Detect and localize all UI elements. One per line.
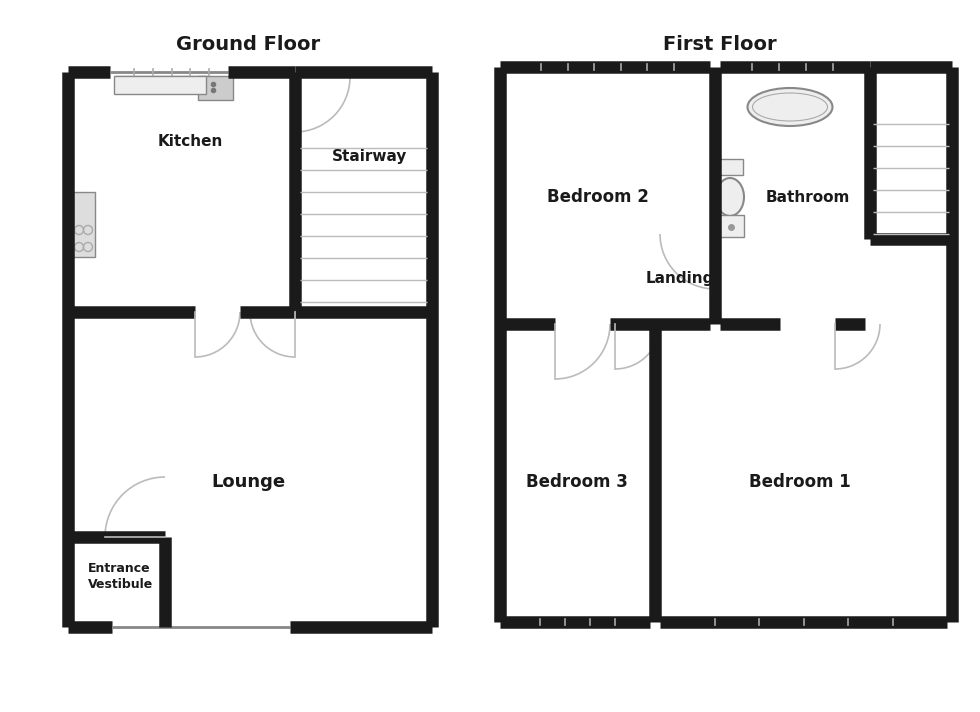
Bar	[73, 192, 95, 257]
Text: Entrance
Vestibule: Entrance Vestibule	[88, 562, 153, 592]
Text: Stairway: Stairway	[332, 150, 408, 164]
Text: Kitchen: Kitchen	[158, 135, 222, 150]
Bar	[718, 159, 743, 175]
Ellipse shape	[716, 178, 744, 216]
Bar	[198, 76, 233, 100]
Ellipse shape	[748, 88, 832, 126]
Bar	[114, 76, 206, 94]
Bar	[719, 215, 744, 237]
Text: Lounge: Lounge	[211, 473, 285, 491]
Ellipse shape	[753, 93, 827, 121]
Text: Bedroom 3: Bedroom 3	[526, 473, 628, 491]
Text: Ground Floor: Ground Floor	[176, 34, 320, 53]
Text: Landing: Landing	[646, 271, 714, 286]
Text: First Floor: First Floor	[663, 34, 777, 53]
Text: Bedroom 2: Bedroom 2	[547, 188, 649, 206]
Text: Bathroom: Bathroom	[765, 189, 851, 204]
Bar	[115, 76, 210, 90]
Text: Bedroom 1: Bedroom 1	[749, 473, 851, 491]
